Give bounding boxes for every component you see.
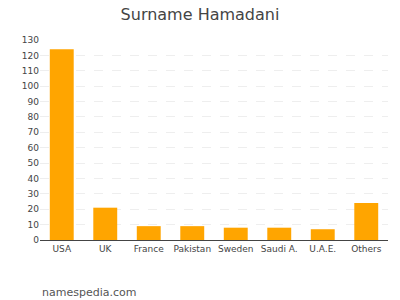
svg-text:Pakistan: Pakistan: [173, 244, 211, 254]
svg-text:60: 60: [28, 143, 40, 153]
svg-text:U.A.E.: U.A.E.: [309, 244, 336, 254]
svg-text:30: 30: [28, 189, 40, 199]
svg-text:40: 40: [28, 174, 40, 184]
svg-text:Surname Hamadani: Surname Hamadani: [121, 5, 280, 24]
svg-text:70: 70: [28, 127, 40, 137]
svg-text:namespedia.com: namespedia.com: [42, 286, 136, 299]
svg-text:110: 110: [22, 66, 39, 76]
svg-text:Sweden: Sweden: [218, 244, 254, 254]
svg-text:UK: UK: [99, 244, 113, 254]
svg-text:130: 130: [22, 35, 39, 45]
svg-text:80: 80: [28, 112, 40, 122]
svg-text:Saudi A.: Saudi A.: [261, 244, 298, 254]
svg-text:Others: Others: [351, 244, 382, 254]
svg-text:20: 20: [28, 204, 40, 214]
svg-text:France: France: [134, 244, 164, 254]
svg-text:10: 10: [28, 220, 40, 230]
svg-text:USA: USA: [52, 244, 71, 254]
svg-text:120: 120: [22, 51, 39, 61]
svg-text:100: 100: [22, 81, 39, 91]
svg-text:0: 0: [33, 235, 39, 245]
svg-text:50: 50: [28, 158, 40, 168]
svg-text:90: 90: [28, 97, 40, 107]
